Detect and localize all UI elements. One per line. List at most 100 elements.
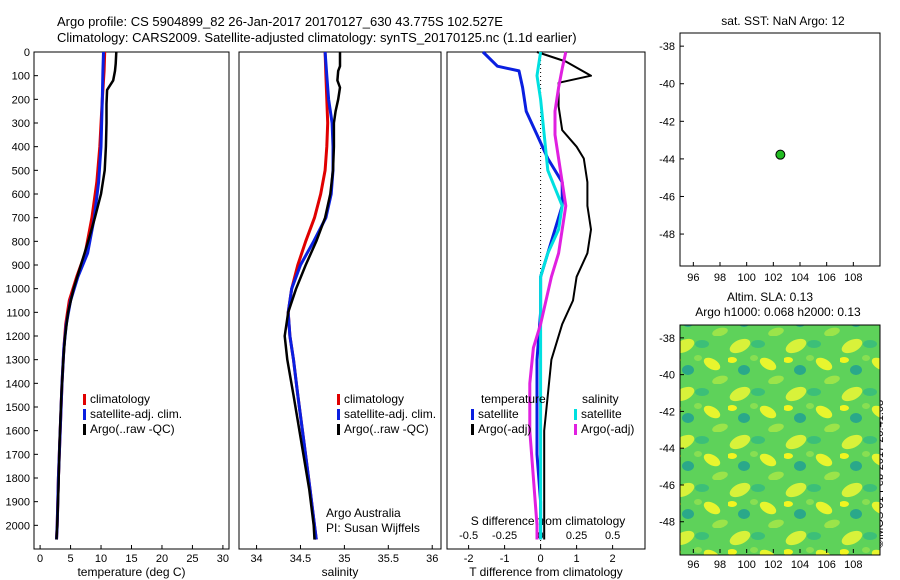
sst-map-y-tick-label: -38	[659, 41, 675, 53]
temperature-legend-swatch	[83, 409, 86, 420]
salinity-series-sat	[286, 51, 335, 540]
temperature-series-argo	[55, 51, 118, 540]
salinity-x-tick-label: 36	[426, 553, 438, 565]
salinity-x-label: salinity	[322, 565, 359, 579]
depth-tick-label: 1700	[6, 449, 30, 461]
difference-x-tick-label: 2	[610, 553, 616, 565]
salinity-legend-swatch	[337, 424, 340, 435]
temperature-legend-label: satellite-adj. clim.	[90, 407, 182, 421]
depth-tick-label: 1100	[6, 307, 30, 319]
difference-panel-frame	[446, 51, 646, 550]
sst-map-y-tick-label: -40	[659, 79, 675, 91]
difference-top-tick-label: 0.5	[605, 530, 620, 542]
temperature-legend-swatch	[83, 394, 86, 405]
difference-series-salinity-argo_s	[528, 51, 568, 540]
difference-series-temperature-argo	[536, 51, 592, 540]
salinity-legend-label: climatology	[344, 392, 404, 406]
sla-map-y-tick-label: -46	[659, 480, 675, 492]
depth-tick-label: 1400	[6, 378, 30, 390]
sst-map-x-tick-label: 98	[714, 272, 726, 284]
salinity-x-tick-label: 34.5	[290, 553, 311, 565]
depth-tick-label: 700	[12, 213, 30, 225]
salinity-x-tick-label: 34	[250, 553, 262, 565]
difference-legend-title-temperature: temperature	[481, 392, 546, 406]
sst-map-y-tick-label: -46	[659, 191, 675, 203]
depth-tick-label: 200	[12, 94, 30, 106]
temperature-series-sat	[55, 51, 105, 540]
depth-tick-label: 1200	[6, 331, 30, 343]
depth-tick-label: 900	[12, 260, 30, 272]
depth-tick-label: 1500	[6, 402, 30, 414]
salinity-x-tick-label: 35.5	[378, 553, 399, 565]
sst-map-y-tick-label: -48	[659, 229, 675, 241]
difference-top-tick-label: -0.5	[459, 530, 478, 542]
sla-map-x-tick-label: 98	[714, 559, 726, 571]
depth-tick-label: 300	[12, 118, 30, 130]
profile-title: Argo profile: CS 5904899_82 26-Jan-2017 …	[57, 14, 503, 29]
sla-map-title: Altim. SLA: 0.13	[727, 290, 813, 304]
temperature-x-tick-label: 5	[68, 553, 74, 565]
temperature-legend-label: climatology	[90, 392, 150, 406]
difference-salinity-legend-label: satellite	[581, 407, 622, 421]
temperature-x-tick-label: 20	[156, 553, 168, 565]
depth-tick-label: 1300	[6, 355, 30, 367]
difference-series-salinity-sat_s	[535, 51, 564, 540]
sst-map-x-tick-label: 108	[844, 272, 862, 284]
sst-map-x-tick-label: 104	[791, 272, 809, 284]
sst-map-title: sat. SST: NaN Argo: 12	[721, 14, 845, 28]
difference-temperature-legend-label: Argo(-adj)	[478, 422, 531, 436]
salinity-panel-frame	[238, 51, 442, 550]
sst-map-y-tick-label: -42	[659, 116, 675, 128]
salinity-series-argo	[283, 52, 342, 540]
difference-top-tick-label: -0.25	[492, 530, 517, 542]
difference-temperature-legend-swatch	[471, 409, 474, 420]
provider-annotation: Argo Australia	[326, 506, 401, 520]
depth-tick-label: 1600	[6, 426, 30, 438]
temperature-x-tick-label: 10	[95, 553, 107, 565]
difference-top-tick-label: 0.25	[566, 530, 587, 542]
difference-x-tick-label: 0	[538, 553, 544, 565]
sla-map-x-tick-label: 104	[791, 559, 809, 571]
depth-tick-label: 800	[12, 236, 30, 248]
float-position-marker	[775, 149, 786, 160]
pi-annotation: PI: Susan Wijffels	[326, 521, 420, 535]
sla-map-y-tick-label: -40	[659, 370, 675, 382]
sla-map-x-tick-label: 108	[844, 559, 862, 571]
depth-tick-label: 1900	[6, 497, 30, 509]
depth-tick-label: 100	[12, 71, 30, 83]
sla-map-y-tick-label: -38	[659, 333, 675, 345]
temperature-x-tick-label: 25	[186, 553, 198, 565]
sla-map-y-tick-label: -44	[659, 443, 675, 455]
temperature-panel-frame	[33, 51, 230, 550]
sla-map-x-tick-label: 106	[817, 559, 835, 571]
sst-map-x-tick-label: 96	[687, 272, 699, 284]
sla-map-y-tick-label: -42	[659, 406, 675, 418]
salinity-legend-swatch	[337, 409, 340, 420]
sst-map-x-tick-label: 100	[737, 272, 755, 284]
depth-tick-label: 0	[24, 47, 30, 59]
difference-x-label: T difference from climatology	[469, 565, 623, 579]
sla-map-y-tick-label: -48	[659, 517, 675, 529]
temperature-x-tick-label: 15	[125, 553, 137, 565]
difference-x-tick-label: -2	[464, 553, 474, 565]
temperature-x-label: temperature (deg C)	[77, 565, 185, 579]
temperature-legend-swatch	[83, 424, 86, 435]
difference-series-temperature-sat	[481, 50, 564, 540]
difference-top-label: S difference from climatology	[471, 514, 626, 528]
difference-salinity-legend-swatch	[574, 424, 577, 435]
depth-tick-label: 600	[12, 189, 30, 201]
sla-map-x-tick-label: 96	[687, 559, 699, 571]
sst-map-x-tick-label: 106	[817, 272, 835, 284]
temperature-series-clim	[55, 51, 107, 540]
difference-legend-title-salinity: salinity	[582, 392, 619, 406]
sla-map-subtitle: Argo h1000: 0.068 h2000: 0.13	[695, 305, 861, 319]
difference-salinity-legend-swatch	[574, 409, 577, 420]
temperature-x-tick-label: 30	[217, 553, 229, 565]
depth-tick-label: 1800	[6, 473, 30, 485]
difference-temperature-legend-swatch	[471, 424, 474, 435]
difference-temperature-legend-label: satellite	[478, 407, 519, 421]
depth-tick-label: 400	[12, 142, 30, 154]
difference-x-tick-label: -1	[500, 553, 510, 565]
salinity-x-tick-label: 35	[338, 553, 350, 565]
